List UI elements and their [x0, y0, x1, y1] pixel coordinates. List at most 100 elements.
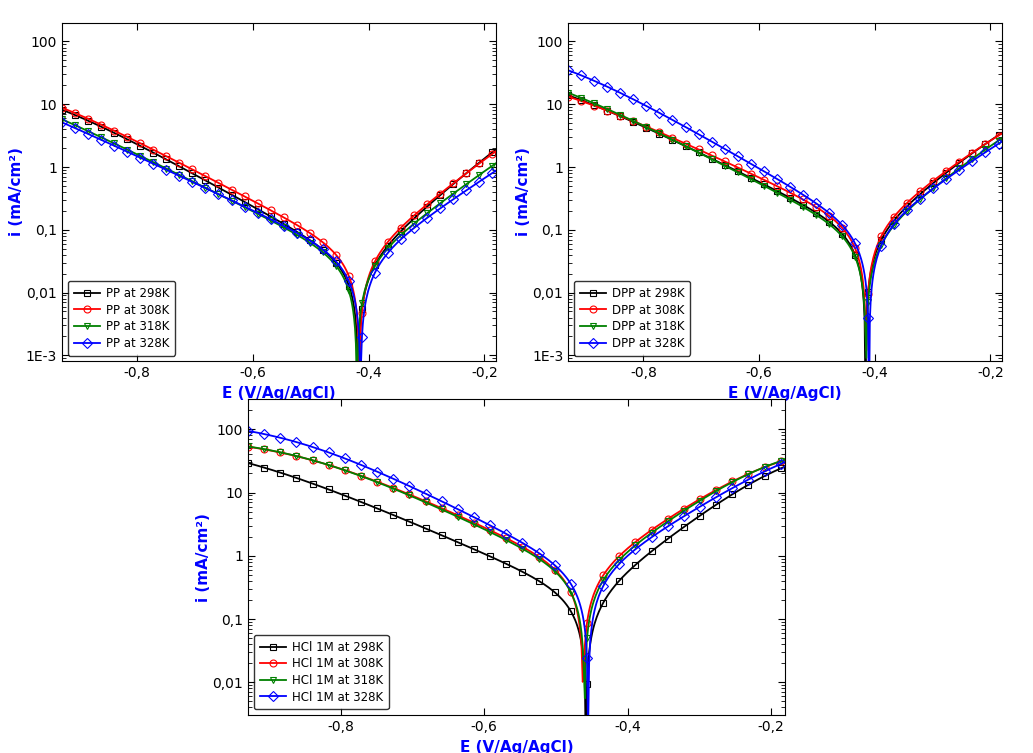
- HCl 1M at 308K: [242, 442, 254, 451]
- HCl 1M at 298K: [779, 462, 791, 471]
- PP at 318K: [264, 216, 277, 225]
- PP at 328K: [490, 166, 502, 175]
- PP at 318K: [490, 159, 502, 168]
- HCl 1M at 328K: [497, 528, 509, 537]
- DPP at 318K: [918, 191, 931, 200]
- HCl 1M at 318K: [497, 534, 509, 543]
- HCl 1M at 318K: [532, 554, 544, 563]
- DPP at 308K: [918, 183, 931, 192]
- HCl 1M at 318K: [768, 459, 780, 468]
- Line: DPP at 318K: DPP at 318K: [565, 90, 1005, 361]
- PP at 308K: [264, 206, 277, 215]
- Line: PP at 318K: PP at 318K: [59, 116, 499, 384]
- Legend: PP at 298K, PP at 308K, PP at 318K, PP at 328K: PP at 298K, PP at 308K, PP at 318K, PP a…: [68, 281, 175, 355]
- PP at 308K: [56, 103, 68, 112]
- DPP at 328K: [768, 172, 780, 181]
- PP at 308K: [490, 147, 502, 156]
- Line: HCl 1M at 318K: HCl 1M at 318K: [245, 443, 788, 702]
- DPP at 318K: [860, 353, 873, 362]
- Line: HCl 1M at 308K: HCl 1M at 308K: [245, 444, 788, 685]
- PP at 318K: [314, 245, 326, 255]
- DPP at 318K: [796, 203, 809, 212]
- DPP at 318K: [562, 88, 574, 97]
- Line: DPP at 298K: DPP at 298K: [565, 92, 1005, 403]
- PP at 318K: [290, 230, 303, 239]
- DPP at 308K: [562, 92, 574, 101]
- DPP at 308K: [996, 129, 1008, 138]
- DPP at 308K: [768, 180, 780, 189]
- HCl 1M at 328K: [500, 529, 512, 538]
- HCl 1M at 318K: [500, 535, 512, 544]
- DPP at 298K: [796, 200, 809, 209]
- HCl 1M at 308K: [532, 552, 544, 561]
- DPP at 328K: [796, 190, 809, 199]
- PP at 298K: [56, 105, 68, 114]
- PP at 298K: [264, 212, 277, 221]
- HCl 1M at 318K: [683, 503, 695, 512]
- Line: PP at 308K: PP at 308K: [59, 104, 499, 529]
- PP at 328K: [290, 228, 303, 237]
- PP at 298K: [412, 210, 425, 219]
- DPP at 298K: [918, 186, 931, 195]
- PP at 298K: [314, 243, 326, 252]
- PP at 318K: [56, 114, 68, 123]
- DPP at 298K: [820, 215, 833, 224]
- PP at 298K: [352, 374, 365, 383]
- HCl 1M at 328K: [779, 458, 791, 467]
- DPP at 328K: [562, 66, 574, 75]
- DPP at 308K: [860, 346, 873, 355]
- Y-axis label: i (mA/cm²): i (mA/cm²): [196, 513, 211, 602]
- DPP at 298K: [562, 90, 574, 99]
- PP at 328K: [314, 243, 326, 252]
- HCl 1M at 308K: [768, 459, 780, 468]
- HCl 1M at 298K: [242, 459, 254, 468]
- PP at 328K: [412, 220, 425, 229]
- DPP at 298K: [768, 185, 780, 194]
- HCl 1M at 308K: [779, 456, 791, 465]
- HCl 1M at 308K: [497, 532, 509, 541]
- HCl 1M at 308K: [500, 534, 512, 543]
- PP at 298K: [261, 210, 274, 219]
- Line: HCl 1M at 298K: HCl 1M at 298K: [245, 459, 788, 753]
- HCl 1M at 298K: [500, 559, 512, 569]
- DPP at 328K: [918, 191, 931, 200]
- Legend: DPP at 298K, DPP at 308K, DPP at 318K, DPP at 328K: DPP at 298K, DPP at 308K, DPP at 318K, D…: [574, 281, 690, 355]
- DPP at 318K: [987, 140, 999, 149]
- HCl 1M at 328K: [532, 548, 544, 557]
- HCl 1M at 298K: [561, 602, 573, 611]
- PP at 308K: [261, 204, 274, 213]
- HCl 1M at 298K: [768, 468, 780, 477]
- PP at 308K: [314, 236, 326, 245]
- HCl 1M at 308K: [683, 501, 695, 510]
- PP at 328K: [56, 117, 68, 127]
- DPP at 308K: [987, 135, 999, 144]
- PP at 308K: [412, 207, 425, 216]
- HCl 1M at 328K: [242, 426, 254, 435]
- DPP at 318K: [996, 134, 1008, 143]
- PP at 328K: [261, 213, 274, 222]
- HCl 1M at 298K: [683, 519, 695, 528]
- HCl 1M at 328K: [561, 575, 573, 584]
- X-axis label: E (V/Ag/AgCl): E (V/Ag/AgCl): [460, 739, 573, 753]
- HCl 1M at 318K: [242, 442, 254, 451]
- DPP at 328K: [820, 206, 833, 215]
- Line: PP at 328K: PP at 328K: [59, 119, 499, 385]
- HCl 1M at 318K: [779, 455, 791, 464]
- X-axis label: E (V/Ag/AgCl): E (V/Ag/AgCl): [222, 386, 336, 401]
- HCl 1M at 328K: [768, 463, 780, 472]
- DPP at 308K: [796, 195, 809, 204]
- PP at 318K: [412, 215, 425, 224]
- Line: DPP at 328K: DPP at 328K: [565, 67, 1005, 420]
- PP at 298K: [290, 227, 303, 236]
- DPP at 328K: [863, 412, 875, 421]
- Y-axis label: i (mA/cm²): i (mA/cm²): [515, 148, 531, 236]
- HCl 1M at 318K: [561, 582, 573, 591]
- DPP at 298K: [859, 395, 872, 404]
- PP at 298K: [480, 153, 493, 162]
- PP at 318K: [261, 215, 274, 224]
- DPP at 308K: [820, 209, 833, 218]
- PP at 318K: [350, 376, 363, 386]
- DPP at 298K: [771, 187, 783, 196]
- DPP at 328K: [996, 137, 1008, 146]
- Y-axis label: i (mA/cm²): i (mA/cm²): [9, 148, 25, 236]
